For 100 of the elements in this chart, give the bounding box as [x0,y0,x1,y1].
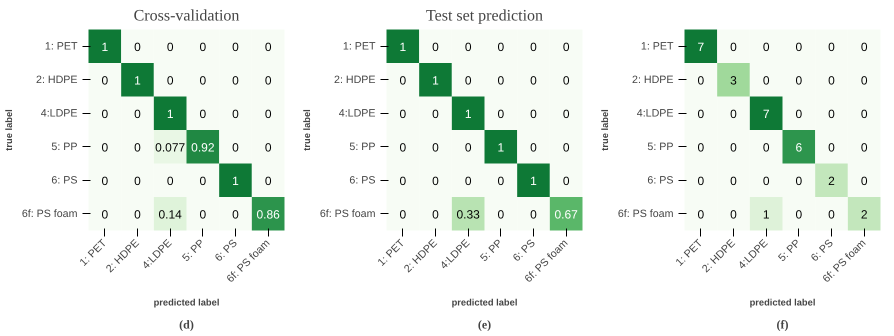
y-tick-label: 6: PS [51,174,78,186]
data-label: 0 [562,140,570,154]
data-label: 0 [860,174,868,188]
data-label: 0 [497,207,504,222]
data-label: 0 [530,73,538,88]
data-label: 0 [432,106,440,121]
y-tick-label: 6: PS [349,174,376,186]
data-label: 0 [432,40,440,54]
data-label: 0 [264,174,272,188]
data-label: 7 [697,40,704,54]
data-label: 0 [399,174,406,188]
data-label: 0 [232,207,240,222]
data-label: 0 [795,106,802,121]
x-axis-title: predicted label [154,297,220,308]
data-label: 0 [399,106,406,121]
data-label: 0 [101,140,108,154]
x-axis-title: predicted label [750,297,816,308]
data-label: 0 [562,73,570,88]
data-label: 0 [530,106,538,121]
data-label: 0 [795,174,802,188]
x-tick-label: 5: PP [478,237,506,264]
data-label: 0 [697,106,704,121]
chart-title: Test set prediction [426,8,544,24]
data-label: 0 [762,73,770,88]
data-label: 0.077 [155,140,186,154]
data-label: 0 [860,106,868,121]
data-label: 0 [762,40,770,54]
text: (e) [478,318,492,332]
data-label: 0.92 [191,140,215,154]
y-tick-label: 4:LDPE [636,107,674,120]
y-axis-title: true label [4,109,14,151]
data-label: 0 [697,207,704,222]
data-label: 0 [101,106,108,121]
data-label: 0 [166,73,174,88]
data-label: 0 [399,73,406,88]
data-label: 0 [264,73,272,88]
y-tick-label: 4:LDPE [338,107,376,120]
data-label: 0 [860,73,868,88]
data-label: 1 [134,73,142,88]
data-label: 0 [730,140,738,154]
data-label: 0 [828,140,836,154]
data-label: 0 [762,140,770,154]
data-label: 2 [828,174,836,188]
data-label: 0 [828,207,836,222]
data-label: 0 [828,73,836,88]
data-label: 0 [464,174,472,188]
data-label: 1 [432,73,440,88]
y-tick-label: 1: PET [640,40,674,52]
y-tick-label: 2: HDPE [632,74,674,86]
data-label: 0 [497,174,504,188]
data-label: 0 [134,140,142,154]
data-label: 0.67 [554,207,578,222]
x-tick-label: 5: PP [180,237,208,264]
data-label: 0 [795,73,802,88]
data-label: 0 [101,73,108,88]
data-label: 0 [730,207,738,222]
data-label: 2 [860,207,868,222]
data-label: 0 [530,140,538,154]
data-label: 7 [762,106,770,121]
y-tick-label: 6f: PS foam [618,208,674,220]
x-tick-label: 5: PP [776,237,804,264]
data-label: 0.14 [158,207,182,222]
data-label: 0 [562,40,570,54]
text: (d) [179,318,194,332]
data-label: 0 [399,207,406,222]
y-tick-label: 6f: PS foam [22,208,78,220]
data-label: 1 [232,174,240,188]
data-label: 0 [697,140,704,154]
data-label: 0 [562,106,570,121]
data-label: 0 [166,174,174,188]
y-axis-title: true label [600,109,610,151]
data-label: 1 [101,40,108,54]
data-label: 1 [762,207,770,222]
x-tick-label: 6: PS [510,237,538,264]
data-label: 0 [730,174,738,188]
data-label: 0.33 [456,207,480,222]
data-label: 0 [860,40,868,54]
y-tick-label: 4:LDPE [40,107,78,120]
data-label: 0 [464,40,472,54]
y-tick-label: 6: PS [647,174,674,186]
data-label: 1 [399,40,406,54]
data-label: 0 [464,140,472,154]
data-label: 0 [199,106,206,121]
data-label: 0 [232,40,240,54]
y-tick-label: 5: PP [349,140,376,153]
data-label: 0 [232,106,240,121]
data-label: 0 [134,174,142,188]
y-tick-label: 1: PET [342,40,376,52]
x-tick-label: 6: PS [808,237,836,264]
y-tick-label: 5: PP [51,140,78,153]
x-axis-title: predicted label [452,297,518,308]
data-label: 0 [828,40,836,54]
data-label: 0 [795,207,802,222]
data-label: 0 [562,174,570,188]
data-label: 0 [828,106,836,121]
y-tick-label: 1: PET [44,40,78,52]
data-label: 0 [264,40,272,54]
data-label: 0 [697,73,704,88]
data-label: 0 [530,207,538,222]
y-axis-title: true label [302,109,312,151]
